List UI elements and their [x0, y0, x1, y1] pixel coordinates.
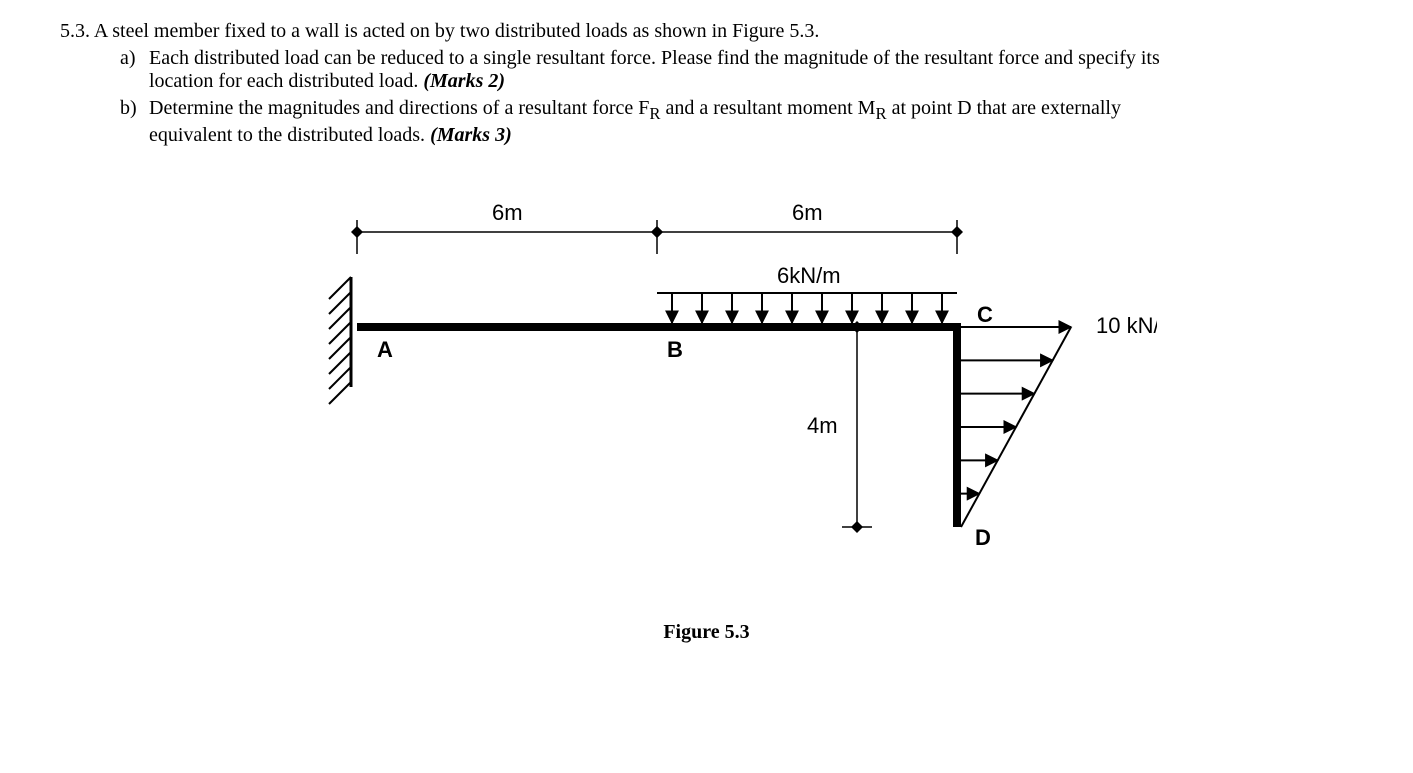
part-a-label: a)	[120, 47, 144, 70]
part-b-sub1: R	[649, 104, 660, 123]
part-b-label: b)	[120, 97, 144, 120]
part-b-sub2: R	[875, 104, 886, 123]
svg-text:6m: 6m	[792, 200, 823, 225]
svg-text:10 kN/m: 10 kN/m	[1096, 313, 1157, 338]
sub-parts: a) Each distributed load can be reduced …	[120, 47, 1373, 147]
problem-number: 5.3.	[60, 20, 90, 42]
svg-text:D: D	[975, 525, 991, 550]
part-a: a) Each distributed load can be reduced …	[120, 47, 1373, 93]
part-b-marks: (Marks 3)	[430, 124, 512, 146]
svg-text:4m: 4m	[807, 413, 838, 438]
figure-container: A B C D 6kN/m 10 kN/m 6m 6m 4m Figure 5.3	[40, 177, 1373, 644]
part-a-body: Each distributed load can be reduced to …	[149, 47, 1160, 92]
problem-block: 5.3. A steel member fixed to a wall is a…	[60, 20, 1373, 147]
part-b: b) Determine the magnitudes and directio…	[120, 97, 1373, 147]
svg-text:B: B	[667, 337, 683, 362]
problem-intro: A steel member fixed to a wall is acted …	[94, 20, 819, 42]
svg-text:A: A	[377, 337, 393, 362]
svg-text:6m: 6m	[492, 200, 523, 225]
part-b-mid: and a resultant moment M	[661, 97, 876, 119]
part-b-text: Determine the magnitudes and directions …	[149, 97, 1169, 147]
part-b-before: Determine the magnitudes and directions …	[149, 97, 649, 119]
svg-text:6kN/m: 6kN/m	[777, 263, 841, 288]
part-a-marks: (Marks 2)	[423, 70, 505, 92]
svg-text:C: C	[977, 302, 993, 327]
part-a-text: Each distributed load can be reduced to …	[149, 47, 1169, 93]
figure-svg: A B C D 6kN/m 10 kN/m 6m 6m 4m	[257, 177, 1157, 607]
figure-caption: Figure 5.3	[40, 621, 1373, 644]
